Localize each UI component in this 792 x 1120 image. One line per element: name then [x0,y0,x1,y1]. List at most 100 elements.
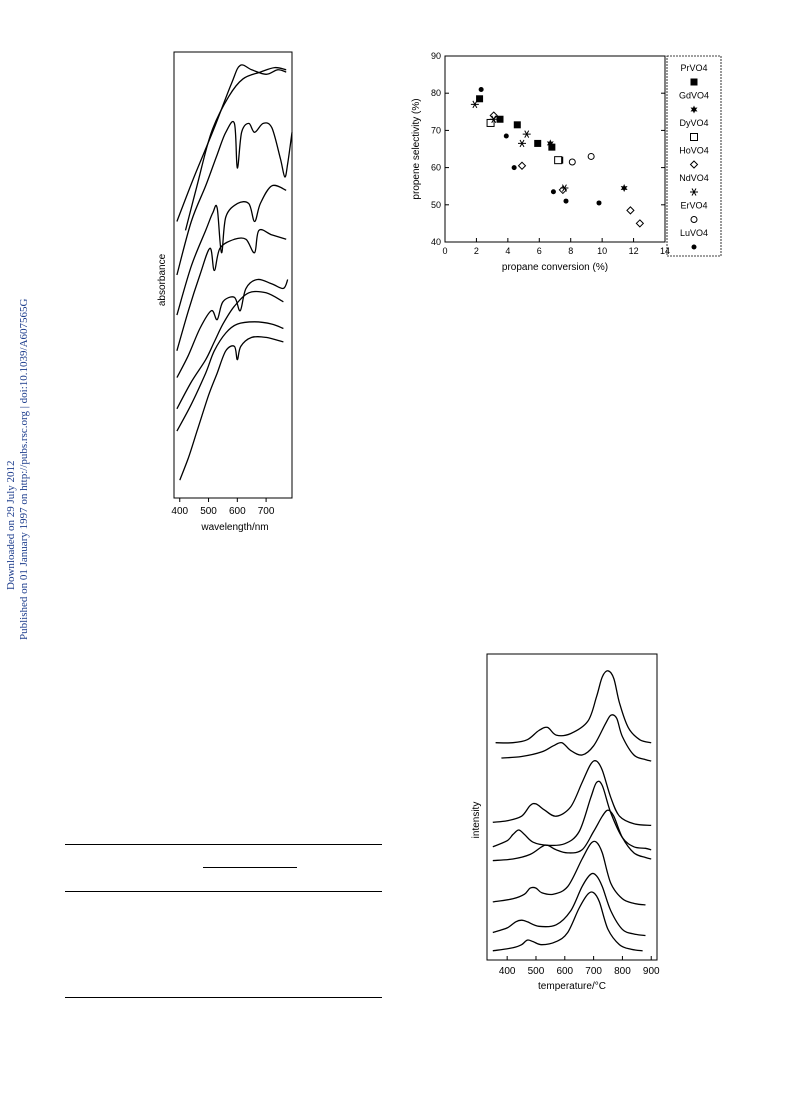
tpr-line-4 [492,780,652,851]
data-point-hovo4 [626,206,635,215]
data-point-ndvo4 [518,139,526,148]
series-group [176,64,293,481]
plot-frame [486,653,658,961]
data-point-gdvo4 [546,139,554,148]
spectrum-line-5 [176,228,287,351]
data-point-ndvo4 [522,130,531,138]
legend-label: GdVO4 [679,91,709,101]
data-point-luvo4 [563,198,569,204]
spectrum-line-1 [176,64,287,222]
points-group [470,86,645,228]
selectivity-figure: 40 50 60 70 80 90 0 2 4 6 8 10 12 14 PrVO4 GdVO4 DyVO4… [405,48,735,288]
y-tick-label: 60 [431,163,441,173]
y-axis-label: intensity [471,802,482,839]
data-point-luvo4 [511,165,517,171]
x-tick-label: 400 [171,506,188,517]
table-spanner-rule [203,867,297,868]
legend-marker-prvo4 [690,78,698,86]
tpr-line-5 [492,809,652,862]
tpr-line-3 [492,760,652,827]
x-tick-label: 6 [537,246,542,256]
legend-box [666,55,722,257]
tpr-line-2 [501,714,652,762]
legend-marker-luvo4 [691,244,697,250]
data-point-luvo4 [596,200,602,206]
x-tick-label: 900 [643,966,660,977]
data-point-ndvo4 [489,115,498,123]
tpr-line-7 [492,872,646,937]
legend-label: DyVO4 [679,118,708,128]
data-point-ervo4 [587,152,595,160]
data-point-luvo4 [503,133,509,139]
spectrum-line-9 [179,335,284,481]
x-tick-label: 500 [200,506,217,517]
tpr-line-6 [492,840,646,906]
x-tick-label: 700 [258,506,275,517]
spectrum-line-7 [176,290,284,410]
spectrum-line-2 [184,66,287,231]
legend-marker-gdvo4 [690,105,698,114]
data-point-hovo4 [517,161,527,170]
x-tick-label: 4 [505,246,510,256]
legend-marker-ervo4 [690,216,698,223]
y-tick-label: 90 [431,51,441,61]
x-tick-label: 0 [442,246,447,256]
side-note-download: Downloaded on 29 July 2012 [5,460,17,590]
series-group [492,670,652,952]
x-tick-label: 10 [597,246,607,256]
x-tick-label: 2 [474,246,479,256]
tpr-chart: 400 500 600 700 800 900 intensity temperature… [471,653,660,992]
plot-frame [173,51,293,499]
y-tick-label: 80 [431,88,441,98]
data-point-gdvo4 [620,184,628,193]
legend-label: HoVO4 [679,146,709,156]
side-note-svg: Downloaded on 29 July 2012 Published on … [5,298,30,640]
x-axis-label: temperature/°C [538,981,606,992]
data-point-ervo4 [568,158,576,166]
legend-label: PrVO4 [680,63,707,73]
data-point-hovo4 [489,111,498,120]
legend-marker-ndvo4 [690,188,698,196]
y-tick-label: 50 [431,200,441,210]
uv-vis-chart: 400 500 600 700 absorbance wavelength/nm [157,51,293,533]
x-axis-label: propane conversion (%) [502,262,608,273]
data-point-hovo4 [635,219,645,228]
plot-frame [444,55,666,243]
data-point-dyvo4 [554,156,563,165]
y-tick-label: 40 [431,237,441,247]
x-tick-label: 400 [499,966,516,977]
spectrum-line-8 [176,321,284,432]
x-tick-label: 8 [568,246,573,256]
y-axis-label: absorbance [157,253,168,306]
x-axis-label: wavelength/nm [200,522,268,533]
spectrum-line-3 [176,120,293,276]
data-point-prvo4 [496,115,504,123]
x-tick-label: 600 [556,966,573,977]
x-tick-group: 400 500 600 700 800 900 [499,956,660,977]
table-header-rule [65,891,382,892]
spectrum-line-6 [176,278,289,378]
legend-label: NdVO4 [679,173,709,183]
tpr-line-1 [495,670,652,744]
legend-label: LuVO4 [680,228,708,238]
x-tick-label: 800 [614,966,631,977]
spectrum-line-4 [176,184,287,316]
data-point-ndvo4 [470,100,479,109]
y-tick-group: 40 50 60 70 80 90 [431,51,665,247]
uv-vis-figure: 400 500 600 700 absorbance wavelength/nm [150,50,310,540]
x-tick-group: 0 2 4 6 8 10 12 14 [442,238,670,256]
x-tick-label: 500 [528,966,545,977]
side-note-published: Published on 01 January 1997 on http://p… [18,298,30,640]
data-point-prvo4 [513,121,521,129]
x-tick-label: 600 [229,506,246,517]
legend-marker-dyvo4 [690,133,698,141]
legend-marker-hovo4 [689,160,699,169]
tpr-figure: 400 500 600 700 800 900 intensity temperature… [465,652,665,997]
legend-group: PrVO4 GdVO4 DyVO4 HoVO4 NdVO4 ErVO4 LuVO4 [679,63,709,250]
data-point-prvo4 [476,95,484,103]
y-axis-label: propene selectivity (%) [411,98,422,199]
x-tick-label: 14 [660,246,670,256]
x-tick-label: 12 [629,246,639,256]
table-bottom-rule [65,997,382,998]
tpr-line-8 [492,891,643,952]
